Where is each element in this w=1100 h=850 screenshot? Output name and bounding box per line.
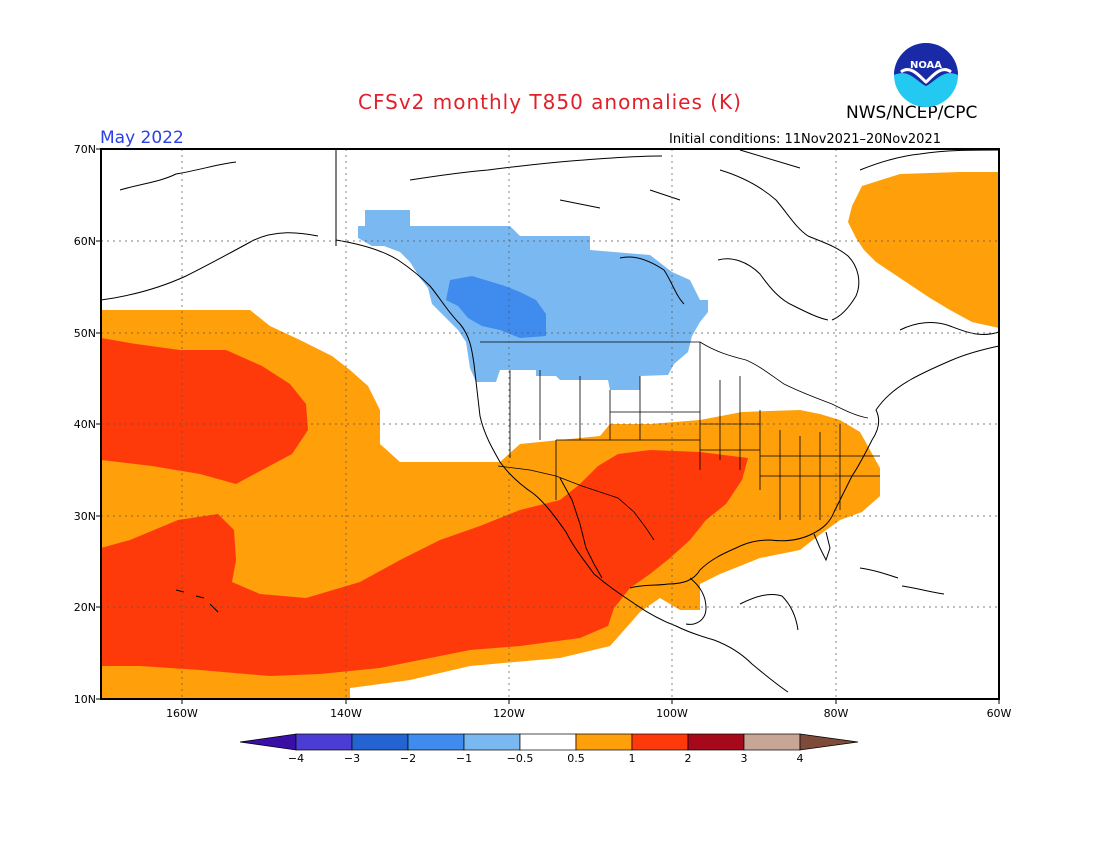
colorbar-label: 2 bbox=[684, 752, 692, 765]
colorbar-label: −3 bbox=[343, 752, 361, 765]
warm-anomaly-northeast bbox=[848, 172, 999, 328]
lat-label-30n: 30N bbox=[73, 510, 96, 523]
lon-label-160w: 160W bbox=[166, 707, 198, 720]
colorbar-box-3 bbox=[407, 733, 465, 751]
colorbar-label: −0.5 bbox=[506, 752, 534, 765]
colorbar-box-2 bbox=[351, 733, 409, 751]
forecast-period: May 2022 bbox=[100, 128, 184, 148]
noaa-logo-icon: NOAA bbox=[894, 43, 958, 107]
agency-label: NWS/NCEP/CPC bbox=[846, 103, 978, 123]
colorbar-box-8 bbox=[687, 733, 745, 751]
colorbar-label: 0.5 bbox=[567, 752, 585, 765]
colorbar-label: 4 bbox=[796, 752, 804, 765]
colorbar-box-6 bbox=[575, 733, 633, 751]
lat-label-70n: 70N bbox=[73, 143, 96, 156]
lon-label-80w: 80W bbox=[823, 707, 849, 720]
initial-conditions: Initial conditions: 11Nov2021–20Nov2021 bbox=[669, 132, 941, 147]
cold-anomaly-core bbox=[446, 276, 546, 338]
lon-label-140w: 140W bbox=[330, 707, 362, 720]
warm-anomaly-sub-core bbox=[101, 450, 748, 676]
colorbar-label: −2 bbox=[399, 752, 417, 765]
coastlines bbox=[100, 149, 1000, 693]
colorbar-box-9 bbox=[743, 733, 801, 751]
political-borders bbox=[480, 341, 880, 541]
lon-label-60w: 60W bbox=[986, 707, 1012, 720]
lon-label-100w: 100W bbox=[656, 707, 688, 720]
chart-title: CFSv2 monthly T850 anomalies (K) bbox=[358, 90, 742, 114]
anomaly-fields bbox=[101, 172, 999, 699]
warm-anomaly-npac-core bbox=[101, 338, 308, 484]
lat-label-20n: 20N bbox=[73, 601, 96, 614]
colorbar-min-arrow bbox=[239, 733, 297, 751]
colorbar-box-1 bbox=[295, 733, 353, 751]
lon-label-120w: 120W bbox=[493, 707, 525, 720]
colorbar-box-5 bbox=[519, 733, 577, 751]
axis-ticks bbox=[96, 148, 1000, 704]
lat-label-60n: 60N bbox=[73, 235, 96, 248]
colorbar-label: −1 bbox=[455, 752, 473, 765]
lat-label-40n: 40N bbox=[73, 418, 96, 431]
colorbar-box-7 bbox=[631, 733, 689, 751]
lat-label-10n: 10N bbox=[73, 693, 96, 706]
colorbar-label: 1 bbox=[628, 752, 636, 765]
colorbar-box-4 bbox=[463, 733, 521, 751]
lat-label-50n: 50N bbox=[73, 327, 96, 340]
colorbar-label: −4 bbox=[287, 752, 305, 765]
colorbar-label: 3 bbox=[740, 752, 748, 765]
logo-text: NOAA bbox=[910, 60, 942, 71]
colorbar-max-arrow bbox=[799, 733, 859, 751]
